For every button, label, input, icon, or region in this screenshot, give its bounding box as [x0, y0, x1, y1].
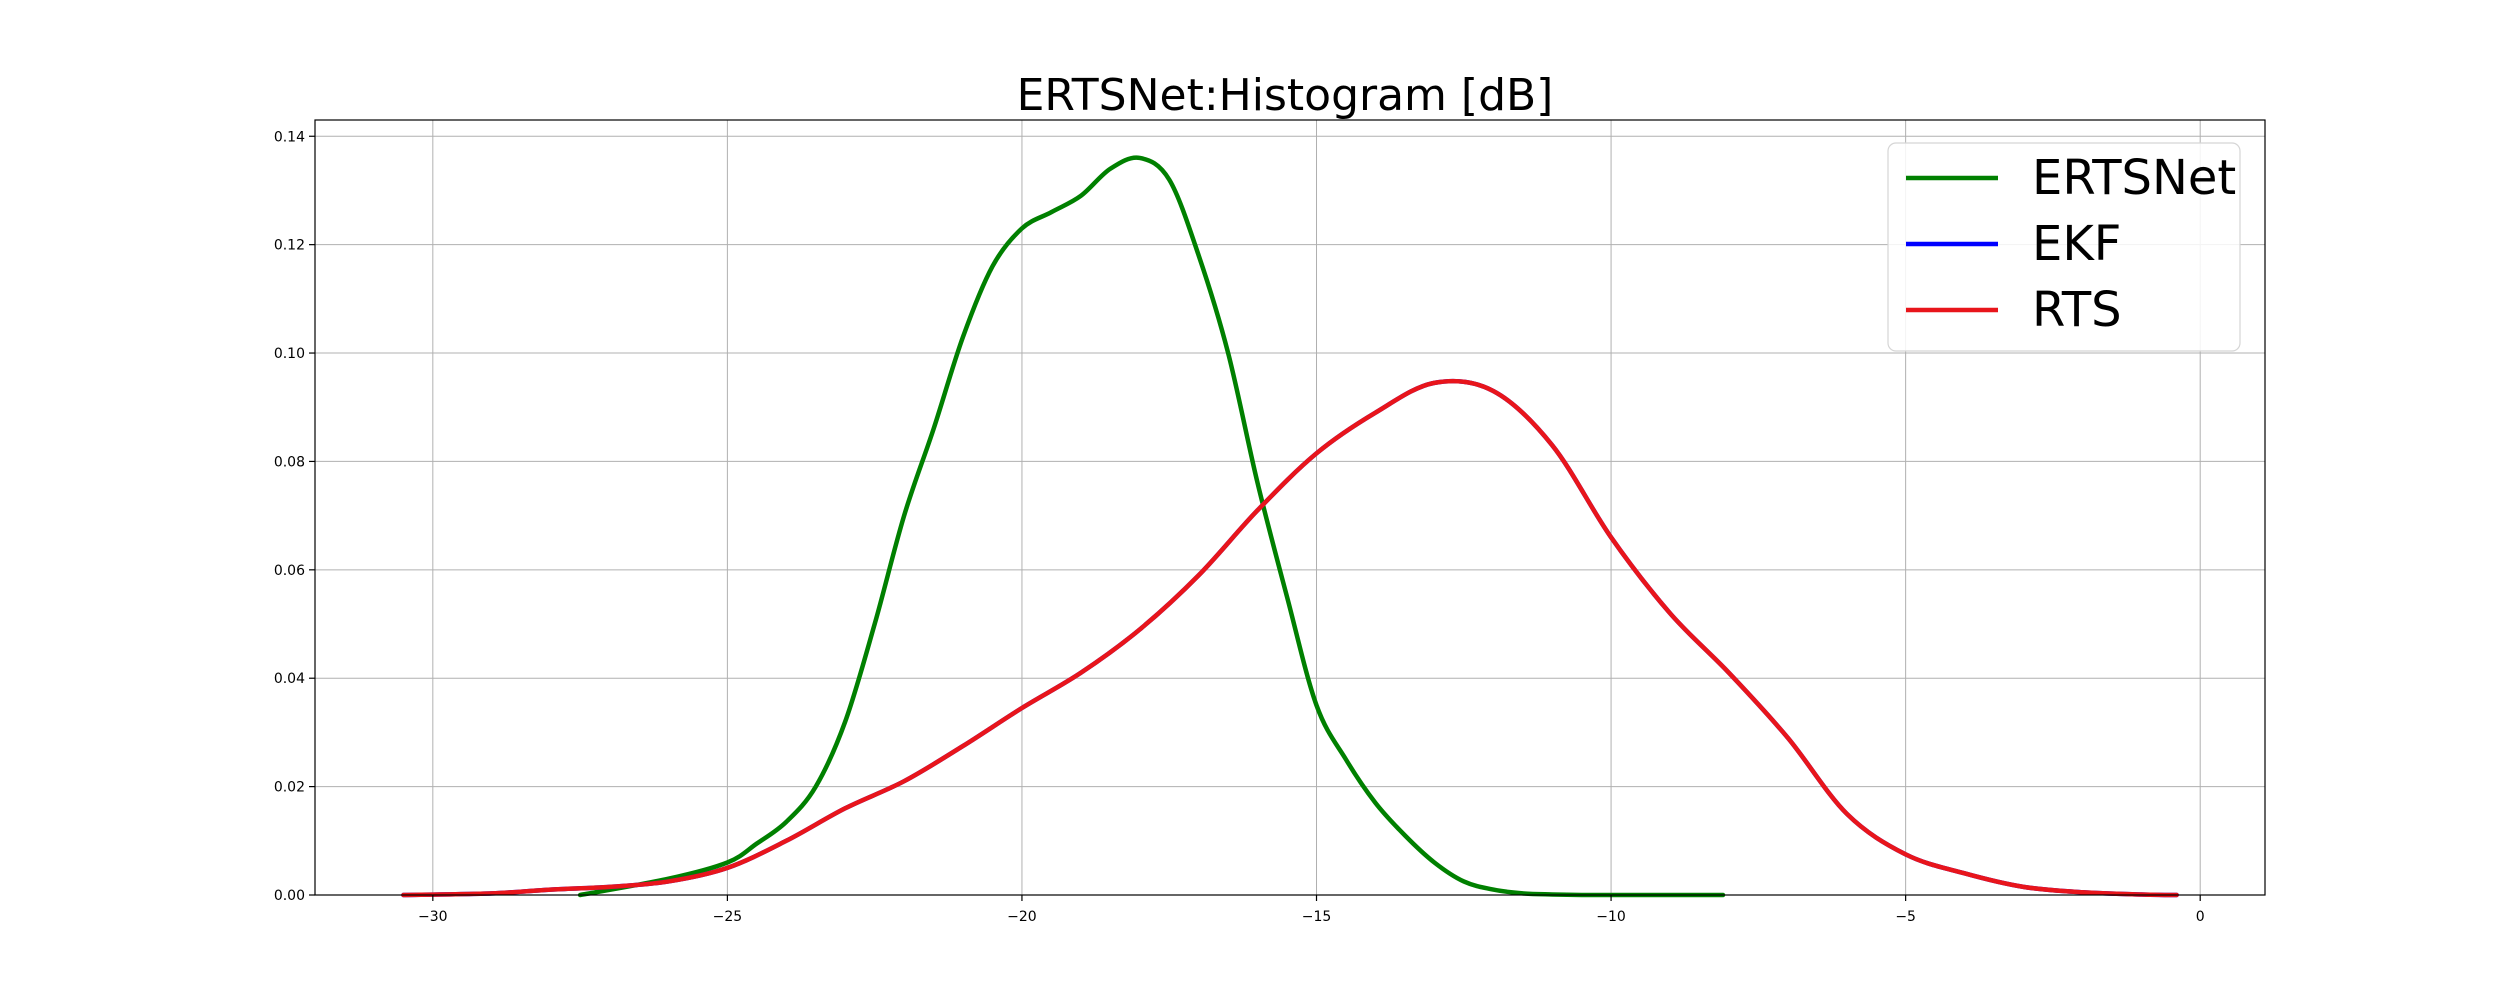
legend-label-ekf: EKF	[2032, 216, 2121, 272]
series-ekf-line	[401, 378, 2179, 898]
legend-label-ertsnet: ERTSNet	[2032, 150, 2236, 206]
x-tick-label: −15	[1302, 909, 1332, 925]
legend-box	[1887, 142, 2241, 352]
y-tick-label: 0.02	[274, 780, 305, 796]
x-tick-label: 0	[2196, 909, 2205, 925]
legend: ERTSNet EKF RTS	[1887, 142, 2241, 352]
y-tick-label: 0.00	[274, 888, 305, 904]
x-tick-label: −25	[713, 909, 743, 925]
y-tick-label: 0.12	[274, 238, 305, 254]
legend-label-rts: RTS	[2032, 282, 2122, 338]
series-layer	[401, 155, 2179, 898]
x-tick-label: −20	[1007, 909, 1037, 925]
y-tick-label: 0.10	[274, 346, 305, 362]
plot-area	[314, 119, 2266, 896]
y-tick-label: 0.04	[274, 671, 305, 687]
series-rts-line	[401, 378, 2179, 898]
axis-ticks: −30 −25 −20 −15 −10 −5 0 0.00 0.02 0.04 0.06 0.08 0.…	[274, 129, 2205, 925]
y-tick-label: 0.14	[274, 129, 305, 145]
y-tick-label: 0.08	[274, 454, 305, 470]
y-tick-label: 0.06	[274, 563, 305, 579]
x-tick-label: −30	[418, 909, 448, 925]
chart-title: ERTSNet:Histogram [dB]	[1017, 70, 1554, 121]
x-tick-label: −5	[1895, 909, 1916, 925]
x-tick-label: −10	[1596, 909, 1626, 925]
series-ertsnet-line	[577, 155, 1726, 898]
